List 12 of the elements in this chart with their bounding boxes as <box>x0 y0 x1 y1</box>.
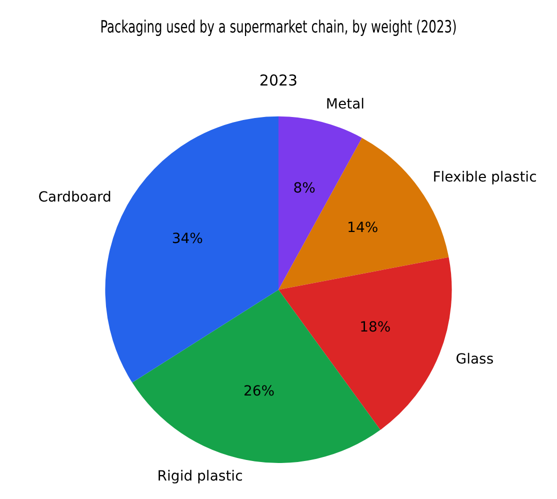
slice-label: Cardboard <box>38 190 112 206</box>
chart-subtitle: 2023 <box>259 71 298 90</box>
slice-label: Metal <box>326 96 365 113</box>
slice-label: Glass <box>456 352 494 368</box>
slice-label: Flexible plastic <box>432 169 537 186</box>
data-label: 26% <box>243 383 275 400</box>
data-label: 14% <box>347 220 378 236</box>
slice-label: Rigid plastic <box>157 468 243 485</box>
data-label: 34% <box>172 231 203 248</box>
chart-title: Packaging used by a supermarket chain, by weight (2023) <box>100 18 457 38</box>
data-label: 18% <box>360 320 391 336</box>
data-label: 8% <box>293 180 316 197</box>
